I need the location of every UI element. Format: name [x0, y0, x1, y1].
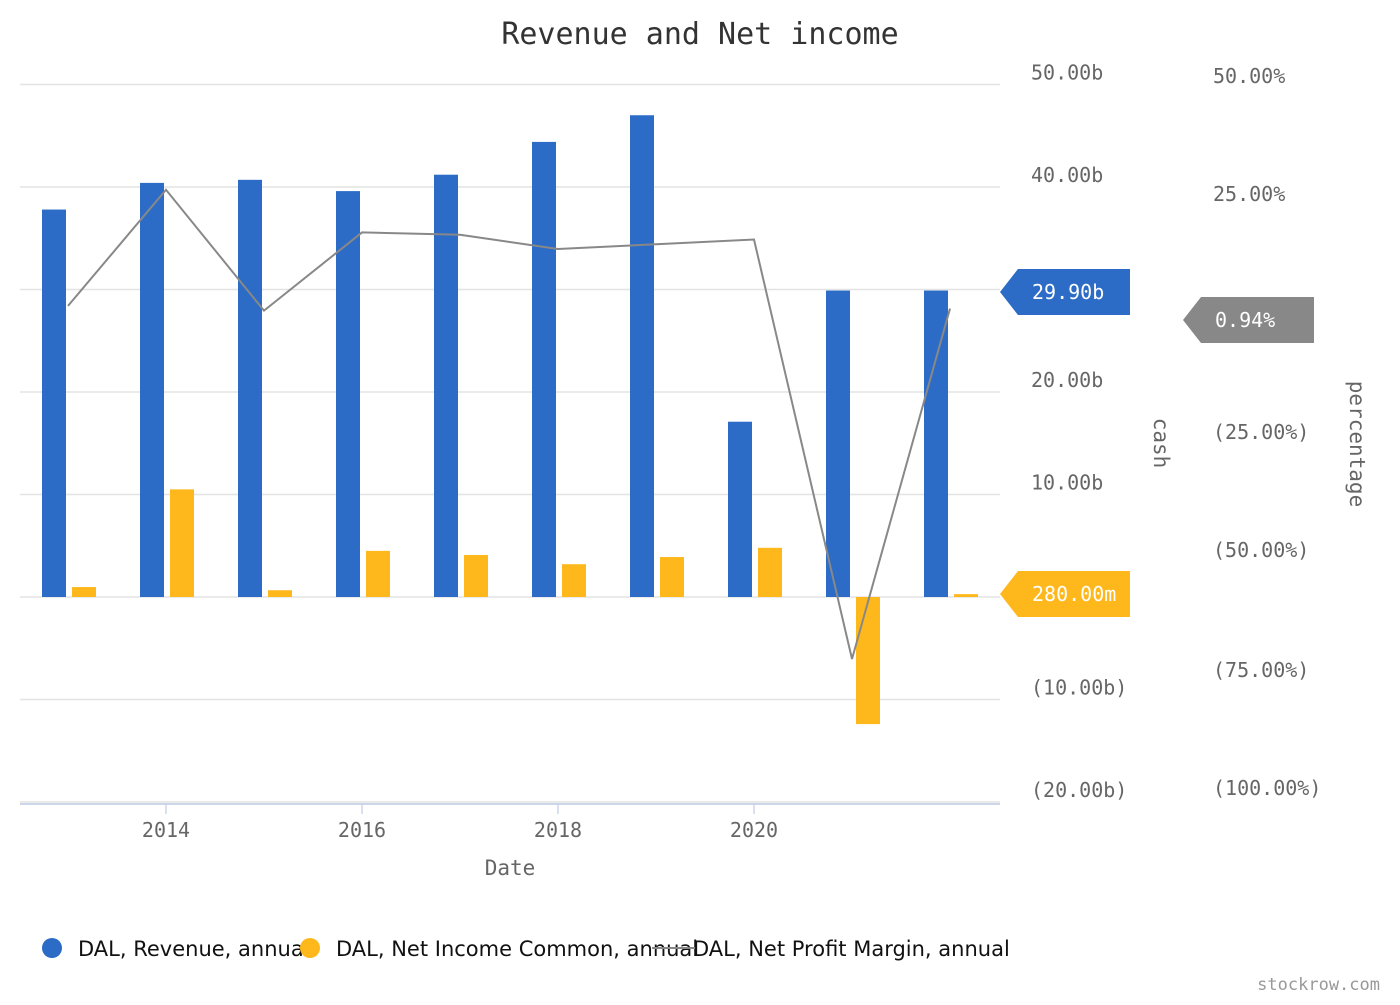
net-income-bar — [660, 557, 684, 597]
legend-revenue-marker — [42, 938, 62, 958]
y-right-tick-label: 50.00% — [1213, 64, 1285, 88]
net-income-bar — [170, 489, 194, 597]
net-income-bar — [464, 555, 488, 597]
y-left-tick-label: 40.00b — [1031, 163, 1103, 187]
y-axis-left-label: cash — [1149, 418, 1173, 469]
y-left-tick-label: 20.00b — [1031, 368, 1103, 392]
y-left-tick-label: 50.00b — [1031, 61, 1103, 85]
y-right-tick-label: (100.00%) — [1213, 776, 1321, 800]
net-profit-margin-line — [68, 190, 950, 659]
revenue-bar — [826, 291, 850, 597]
x-tick-label: 2018 — [534, 818, 582, 842]
revenue-bar — [140, 183, 164, 597]
y-right-tick-label: (50.00%) — [1213, 538, 1309, 562]
y-right-tick-label: (25.00%) — [1213, 420, 1309, 444]
legend-margin-label: DAL, Net Profit Margin, annual — [693, 937, 1010, 961]
margin-line — [68, 190, 950, 659]
margin-badge-text: 0.94% — [1215, 308, 1275, 332]
y-left-tick-label: 10.00b — [1031, 471, 1103, 495]
x-tick-label: 2020 — [730, 818, 778, 842]
revenue-bar — [924, 291, 948, 597]
x-axis-label: Date — [485, 856, 536, 880]
net-income-bar — [856, 597, 880, 724]
y-left-tick-label: (20.00b) — [1031, 778, 1127, 802]
revenue-bar — [434, 175, 458, 597]
chart-title: Revenue and Net income — [501, 17, 898, 52]
x-tick-label: 2016 — [338, 818, 386, 842]
revenue-bar — [728, 422, 752, 597]
y-left-tick-label: (10.00b) — [1031, 676, 1127, 700]
net-income-badge-text: 280.00m — [1032, 582, 1116, 606]
legend-revenue-label: DAL, Revenue, annual — [78, 937, 310, 961]
y-right-tick-label: (75.00%) — [1213, 658, 1309, 682]
revenue-badge-text: 29.90b — [1032, 280, 1104, 304]
net-income-bar — [562, 564, 586, 597]
revenue-bar — [42, 210, 66, 597]
revenue-bar — [532, 142, 556, 597]
revenue-bar — [630, 115, 654, 597]
net-income-bar — [954, 594, 978, 597]
revenue-bar — [238, 180, 262, 597]
revenue-bar — [336, 191, 360, 597]
watermark: stockrow.com — [1257, 975, 1380, 995]
net-income-bar — [268, 590, 292, 597]
bars — [42, 115, 978, 724]
y-axis-right-label: percentage — [1345, 381, 1369, 507]
x-tick-label: 2014 — [142, 818, 190, 842]
legend-net-income-marker — [300, 938, 320, 958]
legend: DAL, Revenue, annual DAL, Net Income Comm… — [42, 937, 1010, 961]
legend-net-income-label: DAL, Net Income Common, annual — [336, 937, 698, 961]
net-income-bar — [758, 548, 782, 597]
net-income-bar — [72, 587, 96, 597]
y-right-tick-label: 25.00% — [1213, 182, 1285, 206]
axes: 50.00b 40.00b 20.00b 10.00b (10.00b) (20.00b)… — [20, 61, 1321, 843]
net-income-bar — [366, 551, 390, 597]
